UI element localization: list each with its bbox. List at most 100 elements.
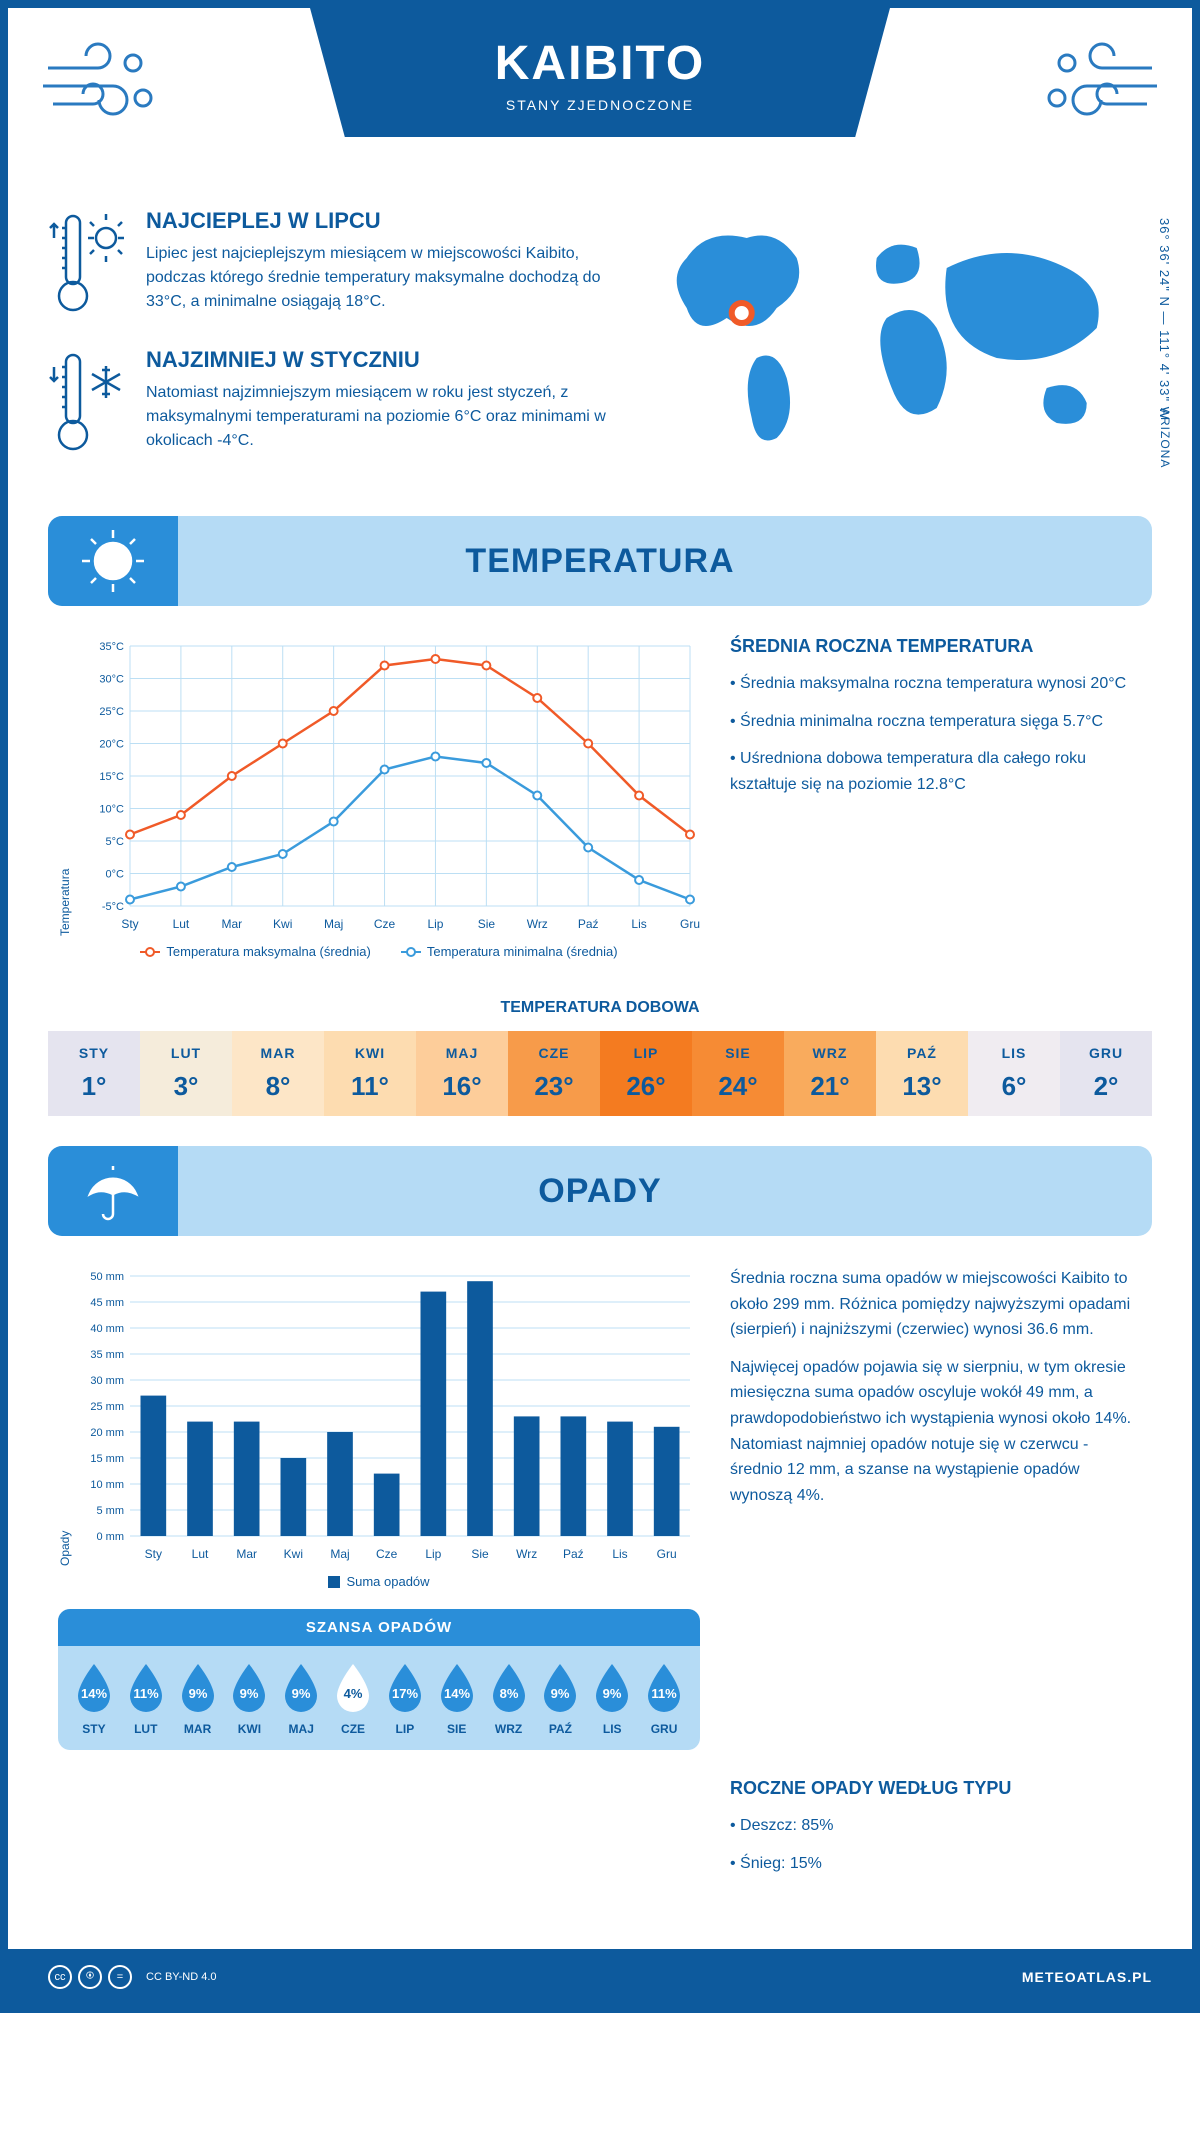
svg-text:5°C: 5°C <box>106 836 125 848</box>
bullet: • Średnia minimalna roczna temperatura s… <box>730 709 1142 735</box>
chance-title: SZANSA OPADÓW <box>58 1609 700 1646</box>
svg-text:17%: 17% <box>392 1686 418 1701</box>
title-banner: KAIBITO STANY ZJEDNOCZONE <box>310 8 890 137</box>
svg-text:35 mm: 35 mm <box>90 1349 124 1361</box>
rain-chance-cell: 9%KWI <box>223 1660 275 1736</box>
thermometer-sun-icon <box>48 208 128 323</box>
svg-text:30°C: 30°C <box>99 674 124 686</box>
daily-temp-cell: LIS6° <box>968 1031 1060 1116</box>
hottest-body: Lipiec jest najcieplejszym miesiącem w m… <box>146 242 611 314</box>
temperature-chart: Temperatura -5°C0°C5°C10°C15°C20°C25°C30… <box>58 636 700 959</box>
svg-text:Mar: Mar <box>221 917 242 931</box>
license-block: cc 🅯 = CC BY-ND 4.0 <box>48 1965 217 1989</box>
wind-icon <box>1032 38 1162 133</box>
bullet: • Śnieg: 15% <box>730 1851 1142 1877</box>
svg-text:Lut: Lut <box>192 1547 209 1561</box>
section-title: OPADY <box>48 1172 1152 1211</box>
svg-text:15°C: 15°C <box>99 771 124 783</box>
bullet: • Uśredniona dobowa temperatura dla całe… <box>730 746 1142 797</box>
rain-chance-cell: 8%WRZ <box>483 1660 535 1736</box>
legend-min: Temperatura minimalna (średnia) <box>427 944 618 959</box>
coordinates: 36° 36' 24" N — 111° 4' 33" W <box>1157 218 1172 420</box>
daily-temp-cell: LUT3° <box>140 1031 232 1116</box>
svg-text:25°C: 25°C <box>99 706 124 718</box>
svg-text:Kwi: Kwi <box>284 1547 303 1561</box>
daily-temp-cell: LIP26° <box>600 1031 692 1116</box>
svg-text:Kwi: Kwi <box>273 917 292 931</box>
svg-text:Gru: Gru <box>657 1547 677 1561</box>
svg-text:4%: 4% <box>344 1686 363 1701</box>
rain-chance-cell: 9%MAR <box>172 1660 224 1736</box>
svg-text:14%: 14% <box>81 1686 107 1701</box>
rain-chance-cell: 4%CZE <box>327 1660 379 1736</box>
daily-temp-cell: GRU2° <box>1060 1031 1152 1116</box>
daily-temp-cell: CZE23° <box>508 1031 600 1116</box>
coldest-block: NAJZIMNIEJ W STYCZNIU Natomiast najzimni… <box>48 347 611 462</box>
svg-text:11%: 11% <box>133 1686 159 1701</box>
bullet: • Średnia maksymalna roczna temperatura … <box>730 671 1142 697</box>
temperature-section: TEMPERATURA Temperatura -5°C0°C5°C10°C15… <box>48 516 1152 1116</box>
footer: cc 🅯 = CC BY-ND 4.0 METEOATLAS.PL <box>8 1949 1192 2005</box>
svg-text:9%: 9% <box>603 1686 622 1701</box>
svg-text:9%: 9% <box>240 1686 259 1701</box>
wind-icon <box>38 38 168 133</box>
info-row: NAJCIEPLEJ W LIPCU Lipiec jest najcieple… <box>8 188 1192 516</box>
site-name: METEOATLAS.PL <box>1022 1969 1152 1985</box>
chart-legend: Suma opadów <box>58 1574 700 1589</box>
y-axis-label: Temperatura <box>58 636 72 936</box>
svg-text:Lis: Lis <box>612 1547 627 1561</box>
rain-chance-cell: 11%GRU <box>638 1660 690 1736</box>
svg-text:8%: 8% <box>499 1686 518 1701</box>
rain-chance-cell: 9%MAJ <box>275 1660 327 1736</box>
daily-temp-table: STY1°LUT3°MAR8°KWI11°MAJ16°CZE23°LIP26°S… <box>48 1031 1152 1116</box>
svg-text:0°C: 0°C <box>106 869 125 881</box>
svg-text:5 mm: 5 mm <box>97 1505 125 1517</box>
cc-icon: cc <box>48 1965 72 1989</box>
nd-icon: = <box>108 1965 132 1989</box>
svg-text:9%: 9% <box>551 1686 570 1701</box>
svg-text:Sty: Sty <box>121 917 138 931</box>
header: KAIBITO STANY ZJEDNOCZONE <box>8 8 1192 188</box>
precipitation-section: OPADY Opady 0 mm5 mm10 mm15 mm20 mm25 mm… <box>48 1146 1152 1919</box>
hottest-block: NAJCIEPLEJ W LIPCU Lipiec jest najcieple… <box>48 208 611 323</box>
page-title: KAIBITO <box>310 36 890 91</box>
by-icon: 🅯 <box>78 1965 102 1989</box>
svg-text:Cze: Cze <box>374 917 396 931</box>
svg-text:Lip: Lip <box>427 917 443 931</box>
bar-chart-svg: 0 mm5 mm10 mm15 mm20 mm25 mm30 mm35 mm40… <box>80 1266 700 1566</box>
y-axis-label: Opady <box>58 1266 72 1566</box>
bullet: • Deszcz: 85% <box>730 1813 1142 1839</box>
svg-text:Mar: Mar <box>236 1547 257 1561</box>
sun-icon <box>48 516 178 606</box>
rain-chance-cell: 9%PAŹ <box>534 1660 586 1736</box>
section-header: OPADY <box>48 1146 1152 1236</box>
coldest-title: NAJZIMNIEJ W STYCZNIU <box>146 347 611 373</box>
svg-text:15 mm: 15 mm <box>90 1453 124 1465</box>
svg-text:Sie: Sie <box>471 1547 489 1561</box>
section-title: TEMPERATURA <box>48 542 1152 581</box>
avg-title: ŚREDNIA ROCZNA TEMPERATURA <box>730 636 1142 657</box>
chart-legend: Temperatura maksymalna (średnia) Tempera… <box>58 944 700 959</box>
svg-text:9%: 9% <box>188 1686 207 1701</box>
type-title: ROCZNE OPADY WEDŁUG TYPU <box>730 1778 1142 1799</box>
svg-text:50 mm: 50 mm <box>90 1271 124 1283</box>
svg-text:Sty: Sty <box>145 1547 162 1561</box>
daily-temp-cell: MAR8° <box>232 1031 324 1116</box>
svg-text:10 mm: 10 mm <box>90 1479 124 1491</box>
section-header: TEMPERATURA <box>48 516 1152 606</box>
region-label: ARIZONA <box>1158 408 1172 468</box>
rain-chance-cell: 14%STY <box>68 1660 120 1736</box>
temperature-summary: ŚREDNIA ROCZNA TEMPERATURA • Średnia mak… <box>730 636 1142 959</box>
license-text: CC BY-ND 4.0 <box>146 1965 217 1989</box>
rain-chance-cell: 17%LIP <box>379 1660 431 1736</box>
svg-text:35°C: 35°C <box>99 641 124 653</box>
daily-temp-cell: WRZ21° <box>784 1031 876 1116</box>
info-column: NAJCIEPLEJ W LIPCU Lipiec jest najcieple… <box>48 208 611 486</box>
svg-text:Wrz: Wrz <box>516 1547 537 1561</box>
svg-text:30 mm: 30 mm <box>90 1375 124 1387</box>
svg-text:Maj: Maj <box>330 1547 349 1561</box>
daily-temp-cell: MAJ16° <box>416 1031 508 1116</box>
rain-chance-box: SZANSA OPADÓW 14%STY11%LUT9%MAR9%KWI9%MA… <box>58 1609 700 1750</box>
rain-chance-cell: 14%SIE <box>431 1660 483 1736</box>
legend-max: Temperatura maksymalna (średnia) <box>166 944 370 959</box>
